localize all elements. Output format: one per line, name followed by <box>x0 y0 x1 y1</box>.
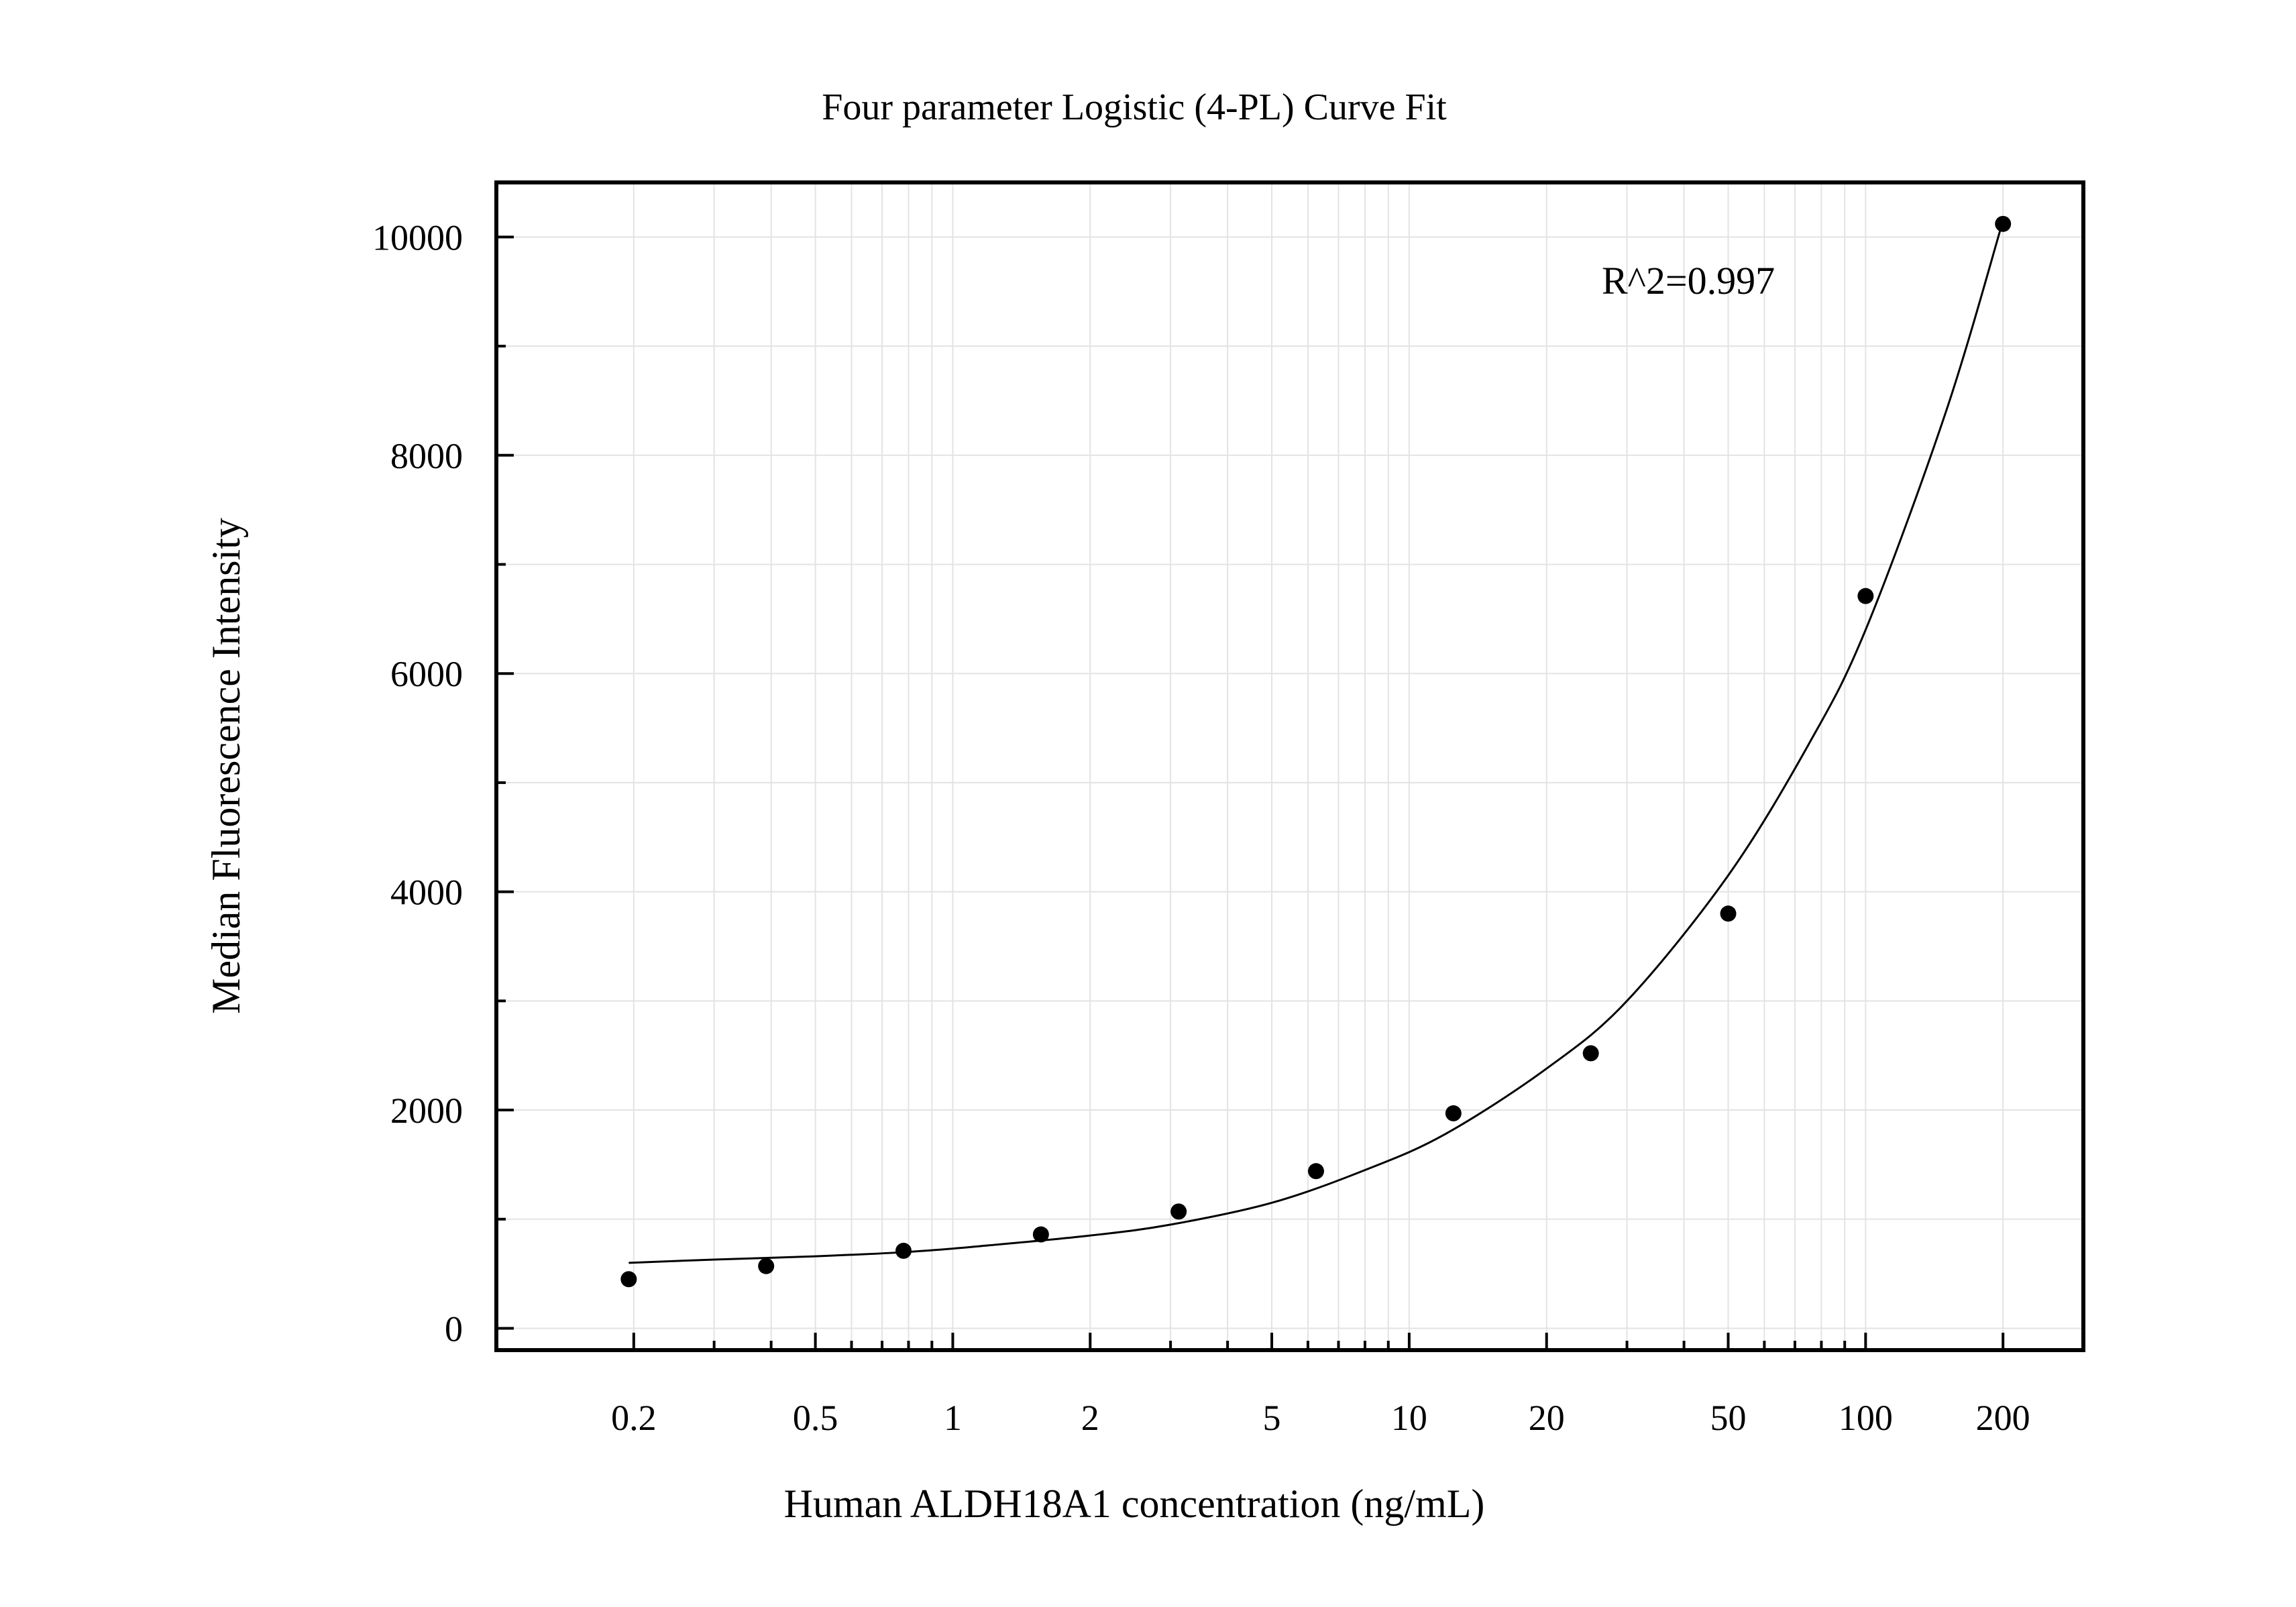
y-axis-label: Median Fluorescence Intensity <box>204 518 248 1014</box>
x-tick-label: 5 <box>1263 1398 1281 1438</box>
axis-ticks: 0.2 0.5 1 2 5 10 20 50 100 2000200040006000800010… <box>372 217 2030 1438</box>
x-tick-label: 50 <box>1710 1398 1747 1438</box>
data-point <box>620 1271 637 1288</box>
data-point <box>1032 1226 1049 1243</box>
x-tick-label: 1 <box>944 1398 962 1438</box>
data-point <box>895 1242 912 1259</box>
y-tick-label: 2000 <box>390 1091 463 1131</box>
data-point <box>1857 588 1874 604</box>
x-tick-label: 100 <box>1839 1398 1893 1438</box>
x-tick-label: 10 <box>1391 1398 1427 1438</box>
data-point <box>1582 1045 1599 1062</box>
data-point <box>1720 905 1737 922</box>
x-tick-label: 0.5 <box>793 1398 838 1438</box>
data-point <box>1170 1203 1187 1220</box>
data-points <box>620 215 2012 1288</box>
x-tick-label: 0.2 <box>611 1398 657 1438</box>
y-tick-label: 8000 <box>390 436 463 476</box>
data-point <box>1308 1163 1325 1180</box>
data-point <box>1995 215 2012 232</box>
plot-frame <box>494 180 2085 1352</box>
y-tick-label: 10000 <box>372 217 463 258</box>
x-tick-label: 20 <box>1529 1398 1565 1438</box>
r-squared-annotation: R^2=0.997 <box>1602 259 1775 302</box>
x-tick-label: 200 <box>1976 1398 2030 1438</box>
y-tick-label: 0 <box>445 1309 463 1349</box>
y-tick-label: 6000 <box>390 654 463 694</box>
chart-title: Four parameter Logistic (4-PL) Curve Fit <box>822 87 1447 128</box>
grid-lines <box>496 182 2083 1350</box>
x-axis-label: Human ALDH18A1 concentration (ng/mL) <box>784 1482 1485 1526</box>
y-tick-label: 4000 <box>390 873 463 913</box>
x-tick-label: 2 <box>1081 1398 1099 1438</box>
data-point <box>758 1258 775 1274</box>
data-point <box>1445 1105 1462 1121</box>
